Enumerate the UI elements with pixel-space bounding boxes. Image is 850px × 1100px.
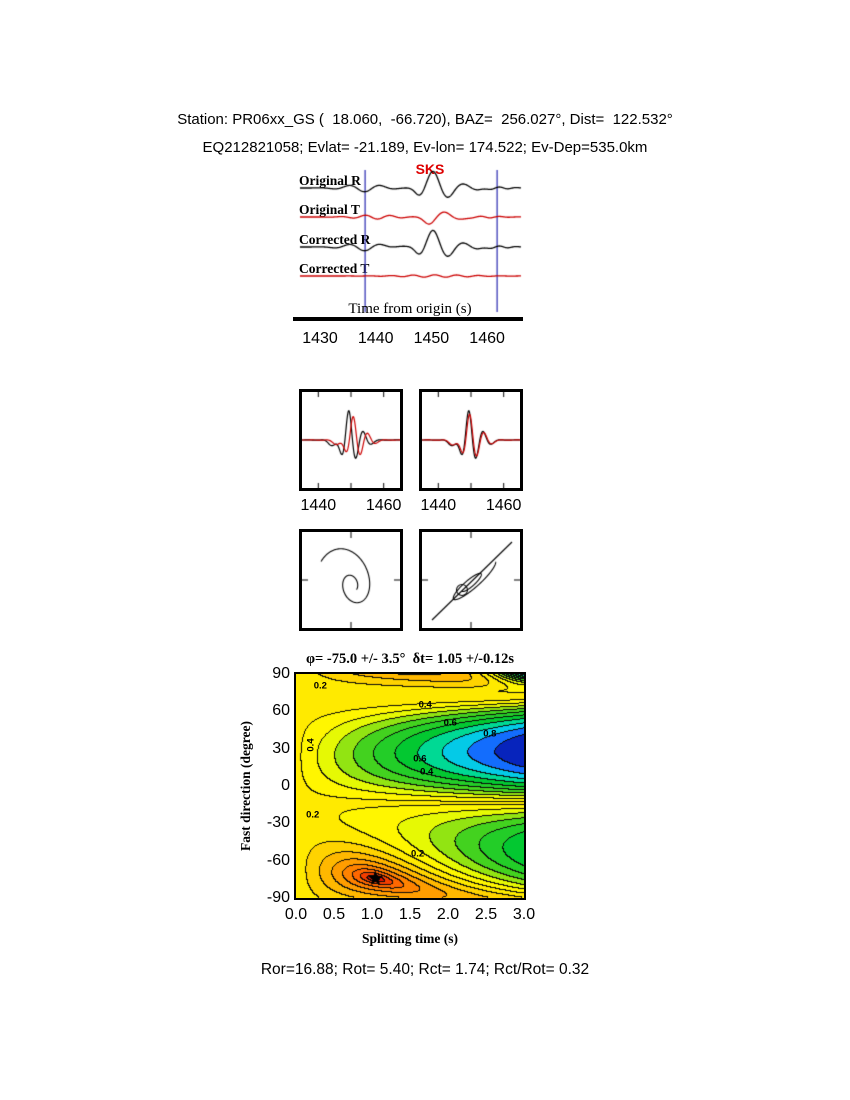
contour-annotation-1: 0.4 — [418, 699, 432, 711]
splitting-time-tick-2.5: 2.5 — [474, 906, 498, 923]
contour-annotation-8: 0.2 — [410, 848, 425, 860]
seismogram-canvas — [292, 166, 528, 316]
energy-ratio-stats: Ror=16.88; Rot= 5.40; Rct= 1.74; Rct/Rot… — [260, 961, 590, 978]
splitting-time-tick-1.5: 1.5 — [398, 906, 422, 923]
fast-direction-tick--90: -90 — [266, 889, 290, 906]
fast-direction-tick--60: -60 — [266, 851, 290, 869]
contour-annotation-4: 0.4 — [305, 738, 317, 752]
time-axis-tick-1440: 1440 — [357, 330, 394, 347]
particle-motion-canvas-left — [302, 532, 400, 628]
time-axis-label: Time from origin (s) — [348, 301, 472, 317]
fast-direction-tick--30: -30 — [266, 814, 290, 832]
particle-motion-panel-right — [419, 529, 523, 631]
particle-motion-canvas-right — [422, 532, 520, 628]
component-tick-0-1440: 1440 — [300, 497, 337, 514]
fast-slow-panel-right — [419, 389, 523, 491]
contour-annotation-0: 0.2 — [313, 680, 327, 692]
contour-annotation-6: 0.4 — [420, 766, 434, 778]
contour-annotation-3: 0.8 — [483, 728, 497, 740]
component-tick-0-1460: 1460 — [365, 497, 402, 514]
splitting-time-tick-3.0: 3.0 — [512, 906, 536, 923]
misfit-surface-canvas — [296, 674, 524, 898]
contour-annotation-5: 0.6 — [413, 753, 427, 765]
contour-annotation-7: 0.2 — [306, 809, 320, 821]
splitting-time-tick-1.0: 1.0 — [360, 906, 384, 923]
fast-slow-canvas-right — [422, 392, 520, 488]
contour-annotation-2: 0.6 — [443, 717, 457, 729]
fast-direction-tick-60: 60 — [272, 702, 290, 720]
fast-direction-tick-30: 30 — [272, 739, 290, 757]
splitting-time-tick-2.0: 2.0 — [436, 906, 460, 923]
misfit-surface-frame — [294, 672, 526, 900]
splitting-time-axis-label: Splitting time (s) — [362, 931, 458, 946]
particle-motion-panel-left — [299, 529, 403, 631]
fast-slow-panel-left — [299, 389, 403, 491]
time-axis-line — [293, 317, 523, 321]
time-axis-tick-1430: 1430 — [302, 330, 338, 347]
time-axis-tick-1460: 1460 — [469, 330, 505, 347]
splitting-time-tick-0.5: 0.5 — [322, 906, 346, 923]
fast-direction-axis-label: Fast direction (degree) — [238, 721, 253, 851]
station-header-line: Station: PR06xx_GS ( 18.060, -66.720), B… — [177, 111, 673, 128]
misfit-surface-title: φ= -75.0 +/- 3.5° δt= 1.05 +/-0.12s — [305, 651, 515, 667]
event-header-line: EQ212821058; Evlat= -21.189, Ev-lon= 174… — [202, 139, 648, 156]
fast-direction-tick-90: 90 — [272, 665, 290, 682]
component-tick-1-1460: 1460 — [485, 497, 522, 514]
splitting-time-tick-0.0: 0.0 — [284, 906, 308, 923]
fast-slow-canvas-left — [302, 392, 400, 488]
component-tick-1-1440: 1440 — [420, 497, 457, 514]
time-axis-tick-1450: 1450 — [413, 330, 450, 347]
fast-direction-tick-0: 0 — [281, 777, 290, 794]
